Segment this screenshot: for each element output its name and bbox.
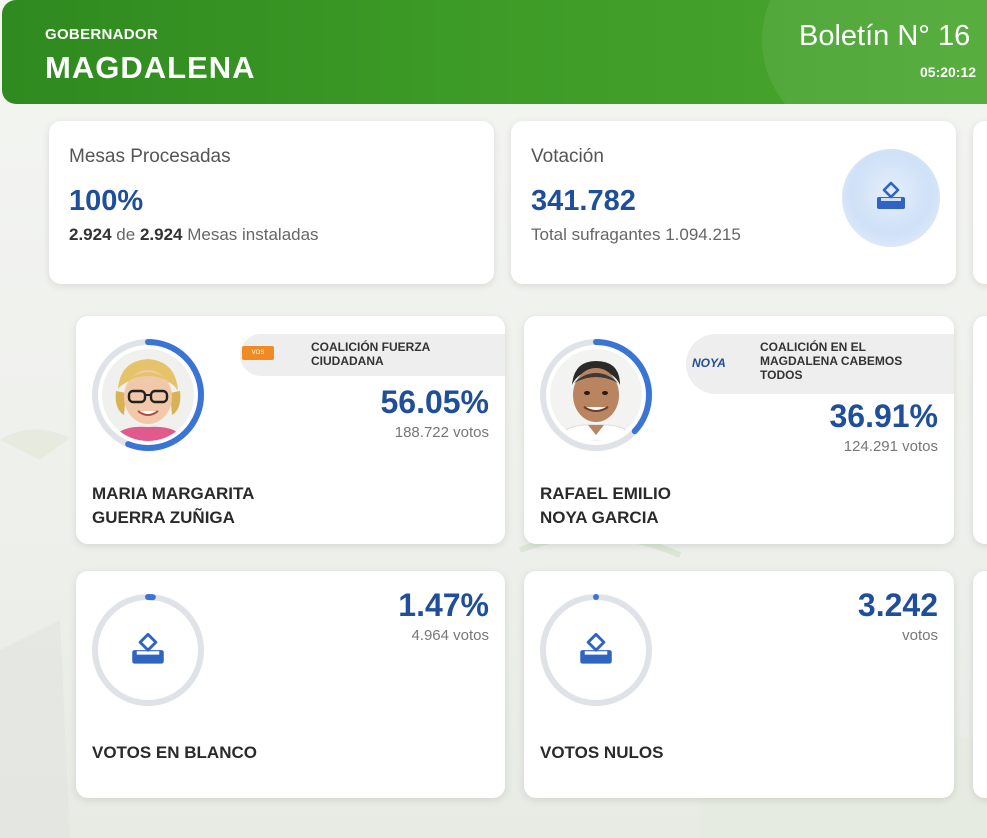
party-name-line2: MAGDALENA CABEMOS: [760, 354, 903, 368]
null-votes-unit: votos: [902, 627, 938, 644]
votacion-card: Votación 341.782 Total sufragantes 1.094…: [511, 121, 956, 284]
blank-votes-count: 4.964 votos: [411, 627, 489, 644]
mesas-detail: 2.924 de 2.924 Mesas instaladas: [69, 225, 319, 245]
ballot-box-icon: [842, 149, 940, 247]
party-name-line3: TODOS: [760, 368, 803, 382]
null-votes-label: VOTOS NULOS: [540, 743, 664, 762]
partial-special-card: [973, 571, 987, 798]
votacion-total: 341.782: [531, 185, 636, 217]
mesas-installed-count: 2.924: [139, 225, 183, 244]
party-name-line1: COALICIÓN EN EL: [760, 340, 867, 354]
mesas-suffix: Mesas instaladas: [187, 225, 319, 244]
ballot-box-icon: [132, 632, 164, 664]
party-name: COALICIÓN EN EL MAGDALENA CABEMOS TODOS: [760, 340, 902, 382]
blank-votes-percent: 1.47%: [398, 587, 489, 623]
candidate-progress-ring: [540, 339, 652, 451]
partial-candidate-card: [973, 316, 987, 544]
candidate-votes: 124.291 votos: [843, 438, 938, 455]
votacion-detail: Total sufragantes 1.094.215: [531, 225, 741, 244]
candidate-name: MARIA MARGARITA GUERRA ZUÑIGA: [92, 482, 254, 530]
candidate-photo: [102, 349, 194, 441]
candidate-percent: 36.91%: [829, 398, 938, 434]
votacion-label: Votación: [531, 146, 604, 167]
blank-votes-card[interactable]: 1.47% 4.964 votos VOTOS EN BLANCO: [76, 571, 505, 798]
candidate-photo: [550, 349, 642, 441]
bulletin-number: Boletín N° 16: [799, 20, 971, 52]
region-title: MAGDALENA: [45, 50, 256, 85]
blank-votes-label: VOTOS EN BLANCO: [92, 743, 257, 762]
party-name: COALICIÓN FUERZA CIUDADANA: [311, 340, 430, 368]
blank-votes-progress-ring: [92, 594, 204, 706]
null-votes-card[interactable]: 3.242 votos VOTOS NULOS: [524, 571, 954, 798]
candidate-percent: 56.05%: [380, 384, 489, 420]
candidate-progress-ring: [92, 339, 204, 451]
mesas-procesadas-card: Mesas Procesadas 100% 2.924 de 2.924 Mes…: [49, 121, 494, 284]
bulletin-time: 05:20:12: [920, 64, 977, 80]
party-logo: NOYA: [692, 356, 726, 370]
candidate-name-line2: GUERRA ZUÑIGA: [92, 508, 235, 527]
mesas-of: de: [116, 225, 136, 244]
mesas-processed-count: 2.924: [69, 225, 112, 244]
ballot-box-icon: [580, 632, 612, 664]
null-votes-count: 3.242: [857, 587, 938, 623]
party-badge: [240, 334, 505, 376]
mesas-label: Mesas Procesadas: [69, 146, 231, 167]
party-name-line1: COALICIÓN FUERZA: [311, 340, 431, 354]
header-banner: GOBERNADOR MAGDALENA Boletín N° 16 05:20…: [2, 0, 987, 104]
party-logo: VOS: [242, 346, 274, 360]
candidate-card[interactable]: NOYA COALICIÓN EN EL MAGDALENA CABEMOS T…: [524, 316, 954, 544]
party-badge: [686, 334, 954, 394]
null-votes-progress-ring: [540, 594, 652, 706]
candidate-name-line2: NOYA GARCIA: [540, 508, 659, 527]
mesas-percent: 100%: [69, 185, 144, 217]
candidate-name-line1: MARIA MARGARITA: [92, 484, 255, 503]
candidate-name: RAFAEL EMILIO NOYA GARCIA: [540, 482, 671, 530]
candidate-card[interactable]: VOS COALICIÓN FUERZA CIUDADANA 56.05% 18…: [76, 316, 505, 544]
candidate-votes: 188.722 votos: [394, 424, 489, 441]
party-name-line2: CIUDADANA: [311, 354, 384, 368]
partial-stat-card: [973, 121, 987, 284]
election-type: GOBERNADOR: [45, 26, 159, 43]
candidate-name-line1: RAFAEL EMILIO: [540, 484, 671, 503]
